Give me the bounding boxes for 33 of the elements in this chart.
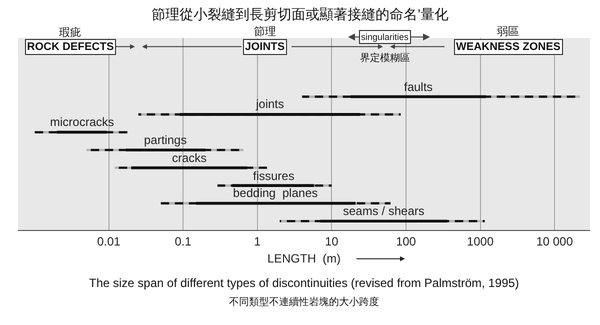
text: WEAKNESS ZONES (456, 41, 561, 53)
x-tick-label: 0.01 (97, 234, 121, 248)
bar (180, 113, 360, 116)
text: 弱區 (497, 26, 519, 38)
chart-title: 節理從小裂縫到長剪切面或顯著接縫的命名’量化 (151, 6, 449, 22)
x-axis-title: LENGTH (m) (267, 251, 341, 266)
bar (196, 202, 356, 205)
x-tick-label: 10 000 (536, 234, 574, 248)
y-tick-label: fissures (253, 169, 294, 183)
text: singularities (361, 32, 410, 42)
x-tick-label: 0.1 (174, 234, 192, 248)
y-tick-label: microcracks (50, 115, 114, 129)
x-tick-label: 1 (254, 234, 262, 248)
text: The size span of different types of discontinuities (revised from Palmström, 1995) (89, 276, 519, 290)
bar (126, 148, 206, 152)
y-tick-label: faults (404, 80, 433, 94)
x-tick-label: 1000 (466, 234, 494, 248)
x-tick-label: 100 (396, 234, 416, 248)
y-tick-label: joints (255, 97, 284, 111)
y-tick-label: bedding planes (233, 186, 318, 200)
text: 瑕疵 (59, 26, 81, 39)
y-tick-label: cracks (172, 151, 207, 165)
text: JOINTS (245, 41, 285, 53)
bar (232, 184, 314, 187)
bar (320, 220, 448, 223)
text: 不同類型不連續性岩塊的大小跨度 (229, 296, 379, 308)
x-tick-label: 10 (324, 234, 339, 248)
text: 界定模糊區 (360, 52, 410, 64)
text: ROCK DEFECTS (27, 41, 114, 53)
text: 節理 (254, 26, 276, 38)
y-tick-label: seams / shears (343, 204, 424, 218)
y-tick-label: partings (144, 133, 187, 147)
bar (350, 95, 486, 98)
